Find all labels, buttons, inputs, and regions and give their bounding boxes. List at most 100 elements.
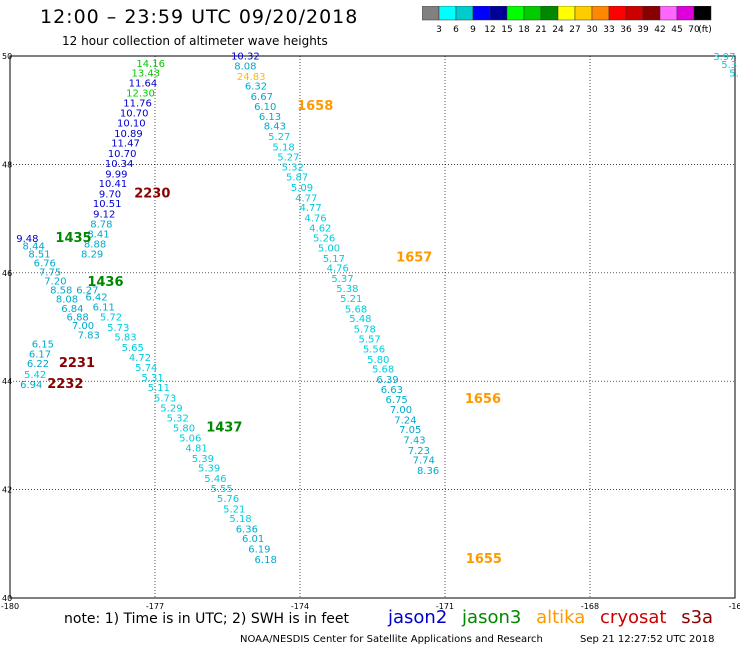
color-scale-label: 18 [518,25,530,34]
wave-height-value: 5.32 [167,413,189,424]
wave-height-value: 5.80 [173,424,195,435]
wave-height-value: 10.89 [114,129,143,140]
legend-altika: altika [536,607,586,628]
wave-height-value: 6.13 [259,112,281,123]
pass-time-label: 1437 [206,421,242,436]
wave-height-value: 8.36 [417,466,439,477]
x-tick-label: -180 [1,602,19,611]
wave-height-value: 5.26 [313,233,335,244]
wave-height-value: 4.62 [309,224,331,235]
wave-height-value: 10.32 [231,51,260,62]
wave-height-value: 5.37 [331,274,353,285]
wave-height-value: 9.48 [16,234,38,245]
wave-height-value: 5.00 [318,244,340,255]
pass-time-label: 1655 [466,552,502,567]
credit-line: NOAA/NESDIS Center for Satellite Applica… [240,634,543,645]
wave-height-value: 6.36 [236,524,258,535]
wave-height-value: 8.78 [90,219,112,230]
wave-height-value: 7.20 [44,277,66,288]
wave-height-value: 8.08 [234,62,256,73]
wave-height-value: 8.58 [50,285,72,296]
wave-height-value: 6.19 [248,544,270,555]
wave-height-value: 5.21 [340,294,362,305]
legend-jason3: jason3 [462,607,522,628]
wave-height-value: 5.76 [217,494,239,505]
wave-height-value: 5.48 [349,314,371,325]
wave-height-value: 5.68 [372,365,394,376]
legend-s3a: s3a [681,607,714,628]
wave-height-value: 5.11 [148,383,170,394]
pass-time-label: 1436 [87,275,123,290]
wave-height-value: 4.72 [129,353,151,364]
wave-height-value: 5.32 [282,162,304,173]
wave-height-value: 6.94 [20,380,42,391]
wave-height-value: 7.74 [413,456,435,467]
page-subtitle: 12 hour collection of altimeter wave hei… [62,34,328,48]
legend-cryosat: cryosat [600,607,667,628]
wave-height-value: 5.17 [323,254,345,265]
wave-height-value: 7.24 [394,415,416,426]
wave-height-value: 7.05 [399,425,421,436]
wave-height-value: 5.87 [286,173,308,184]
wave-height-value: 10.70 [120,109,149,120]
wave-height-value: 8.88 [84,239,106,250]
wave-height-value: 5.72 [100,312,122,323]
x-tick-label: -174 [291,602,309,611]
color-scale-label: 21 [535,25,546,34]
wave-height-value: 5.56 [363,344,385,355]
generation-timestamp: Sep 21 12:27:52 UTC 2018 [580,634,715,645]
wave-height-value: 6.10 [254,102,276,113]
wave-height-value: 6.27 [76,285,98,296]
wave-height-value: 5.27 [277,153,299,164]
y-tick-label: 46 [2,269,12,278]
pass-time-label: 1657 [396,250,432,265]
wave-height-value: 3.97 [713,52,735,63]
wave-height-value: 4.81 [185,444,207,455]
wave-height-value: 5.38 [336,284,358,295]
legend-jason2: jason2 [388,607,448,628]
wave-height-value: 5.55 [211,484,233,495]
color-scale-label: 3 [436,25,442,34]
wave-height-value: 4.77 [295,193,317,204]
footer-note: note: 1) Time is in UTC; 2) SWH is in fe… [64,611,350,627]
color-scale-label: 45 [671,25,682,34]
wave-height-value: 7.75 [39,268,61,279]
wave-height-value: 5. [729,69,739,80]
pass-time-label: 2230 [134,186,170,201]
wave-height-value: 8.43 [264,122,286,133]
wave-height-value: 5.42 [24,370,46,381]
wave-height-value: 6.15 [32,340,54,351]
wave-height-value: 5.46 [204,474,226,485]
pass-time-label: 1435 [55,231,91,246]
wave-height-value: 5.18 [229,514,251,525]
wave-height-value: 5.73 [154,393,176,404]
wave-height-value: 5.73 [107,323,129,334]
wave-height-value: 6.67 [251,92,273,103]
wave-height-value: 7.43 [403,436,425,447]
y-tick-label: 42 [2,486,12,495]
wave-height-value: 7.23 [408,446,430,457]
wave-height-value: 14.16 [136,59,165,70]
x-tick-label: -16 [728,602,740,611]
wave-height-value: 6.11 [93,303,115,314]
wave-height-value: 7.83 [78,330,100,341]
color-scale-label: 36 [620,25,632,34]
color-scale-unit: (ft) [698,25,712,34]
wave-height-value: 9.99 [105,169,127,180]
wave-height-value: 5.68 [345,304,367,315]
wave-height-value: 8.29 [81,250,103,261]
page-title: 12:00 – 23:59 UTC 09/20/2018 [40,6,359,28]
wave-height-value: 11.64 [129,78,158,89]
wave-height-value: 5.65 [122,343,144,354]
wave-height-value: 5.57 [358,335,380,346]
wave-height-value: 12.30 [126,89,155,100]
wave-height-value: 6.01 [242,534,264,545]
wave-height-value: 10.10 [117,118,146,129]
wave-height-value: 6.42 [85,292,107,303]
wave-height-value: 5.74 [135,363,157,374]
wave-height-value: 5.09 [291,183,313,194]
color-scale-label: 24 [552,25,564,34]
color-scale-label: 27 [569,25,580,34]
wave-height-value: 5.39 [198,464,220,475]
